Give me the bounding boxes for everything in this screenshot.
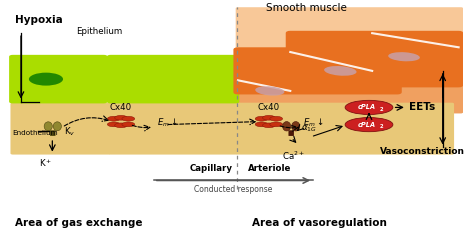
FancyBboxPatch shape [236,103,454,155]
FancyBboxPatch shape [236,7,463,113]
Text: Area of gas exchange: Area of gas exchange [15,218,143,228]
Text: Cx40: Cx40 [258,103,280,112]
Ellipse shape [44,122,52,131]
Text: $E_m$$\downarrow$: $E_m$$\downarrow$ [303,117,324,129]
Ellipse shape [270,116,283,121]
Ellipse shape [115,123,128,128]
Text: $\alpha_{1G}$: $\alpha_{1G}$ [301,124,317,134]
Text: K$_v$: K$_v$ [64,125,75,138]
Ellipse shape [108,116,120,121]
Ellipse shape [388,52,420,61]
Ellipse shape [122,122,135,127]
Text: K$^+$: K$^+$ [39,158,52,169]
Text: cPLA: cPLA [358,122,376,128]
Text: Vasoconstriction: Vasoconstriction [380,146,465,156]
Text: 2: 2 [380,124,383,129]
Ellipse shape [122,116,135,121]
Ellipse shape [255,122,268,127]
Ellipse shape [270,122,283,127]
FancyBboxPatch shape [10,103,110,155]
Ellipse shape [345,100,393,114]
FancyBboxPatch shape [50,130,55,136]
Text: 2: 2 [380,107,383,112]
FancyBboxPatch shape [236,73,463,113]
Text: Conducted response: Conducted response [194,184,273,194]
Ellipse shape [255,86,284,96]
Text: Epithelium: Epithelium [76,27,122,36]
FancyBboxPatch shape [108,103,238,155]
Text: Endothelium: Endothelium [13,130,58,136]
Ellipse shape [115,115,128,120]
Ellipse shape [255,116,268,121]
Text: Arteriole: Arteriole [248,164,292,174]
FancyBboxPatch shape [233,47,402,94]
FancyBboxPatch shape [107,55,239,103]
Text: EETs: EETs [410,102,436,113]
Ellipse shape [53,122,62,131]
Ellipse shape [283,121,291,131]
Ellipse shape [292,121,300,131]
Text: Capillary: Capillary [189,164,232,174]
FancyBboxPatch shape [289,130,294,136]
Text: $E_m$$\downarrow$: $E_m$$\downarrow$ [157,116,178,129]
Ellipse shape [108,122,120,127]
Ellipse shape [29,73,63,86]
FancyBboxPatch shape [286,31,463,87]
Text: cPLA: cPLA [358,104,376,110]
Ellipse shape [263,123,275,128]
FancyBboxPatch shape [9,55,108,103]
Ellipse shape [263,115,275,120]
Text: Smooth muscle: Smooth muscle [266,3,346,13]
Text: Cx40: Cx40 [110,103,132,112]
Ellipse shape [324,66,356,76]
Text: Area of vasoregulation: Area of vasoregulation [253,218,387,228]
Text: Hypoxia: Hypoxia [15,15,63,25]
Ellipse shape [345,118,393,132]
Text: Ca$^{2+}$: Ca$^{2+}$ [283,149,305,162]
